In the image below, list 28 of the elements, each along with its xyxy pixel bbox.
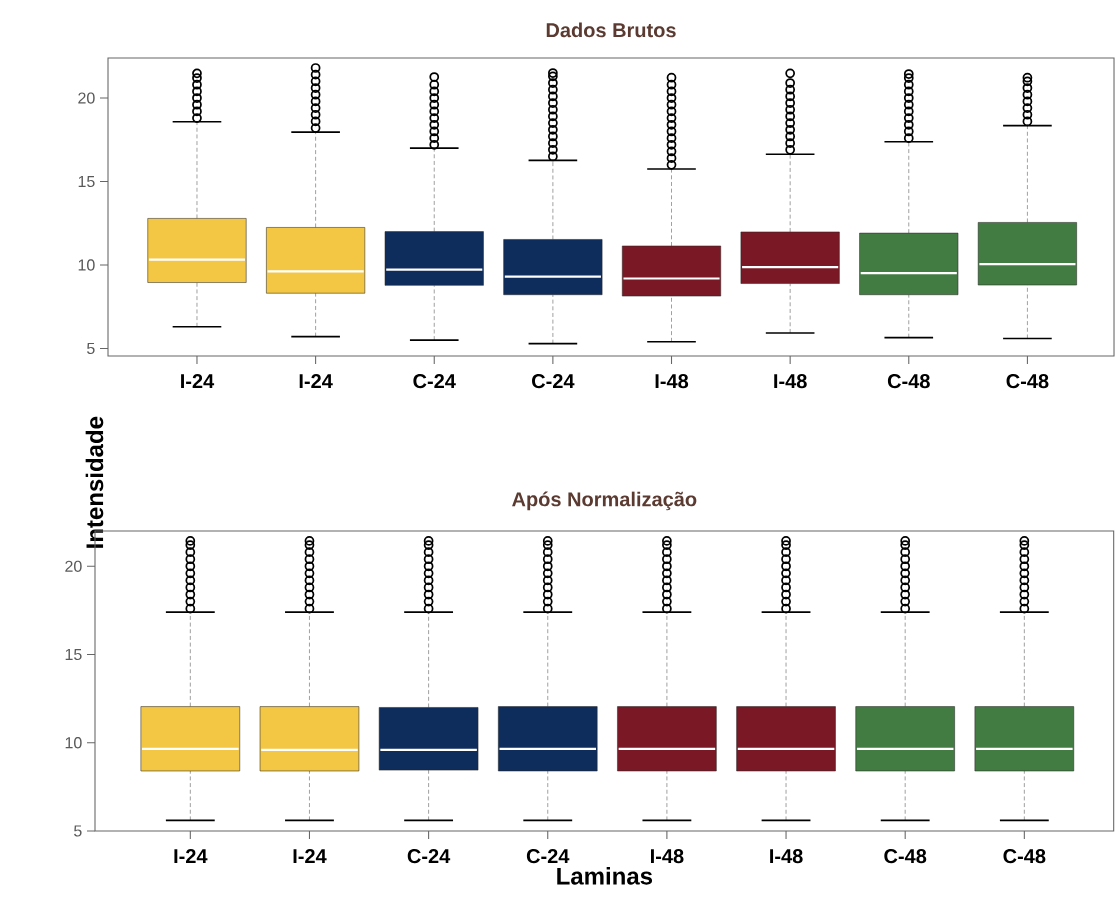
y-tick-label: 15: [65, 648, 82, 661]
x-axis-title: Laminas: [557, 867, 653, 885]
x-tick-label: C-48: [884, 849, 927, 864]
x-tick-label: I-48: [770, 849, 803, 864]
x-tick-label: C-24: [532, 374, 575, 389]
x-tick-label: C-48: [1006, 374, 1049, 389]
y-tick-label: 15: [78, 175, 95, 188]
x-tick-label: I-48: [651, 849, 684, 864]
x-tick-label: C-24: [413, 374, 456, 389]
y-axis-title: Intensidade: [85, 416, 104, 548]
x-tick-label: C-24: [526, 849, 570, 864]
x-tick-label: I-24: [293, 849, 327, 864]
chart-title: Dados Brutos: [546, 22, 676, 38]
y-tick-label: 5: [87, 342, 95, 355]
y-tick-label: 5: [74, 825, 82, 837]
y-tick-label: 10: [78, 259, 95, 271]
y-tick-label: 10: [65, 737, 82, 749]
x-tick-label: C-48: [1003, 849, 1046, 864]
x-tick-label: I-24: [181, 374, 215, 388]
chart-title: Após Normalização: [512, 491, 697, 511]
y-tick-label: 20: [65, 560, 82, 572]
y-tick-label: 20: [78, 92, 95, 104]
x-tick-label: I-24: [299, 374, 333, 388]
x-tick-label: I-48: [774, 374, 807, 389]
x-tick-label: I-48: [655, 374, 689, 389]
x-tick-label: C-24: [407, 849, 451, 864]
x-tick-label: I-24: [174, 849, 208, 864]
x-tick-label: C-48: [887, 374, 930, 389]
